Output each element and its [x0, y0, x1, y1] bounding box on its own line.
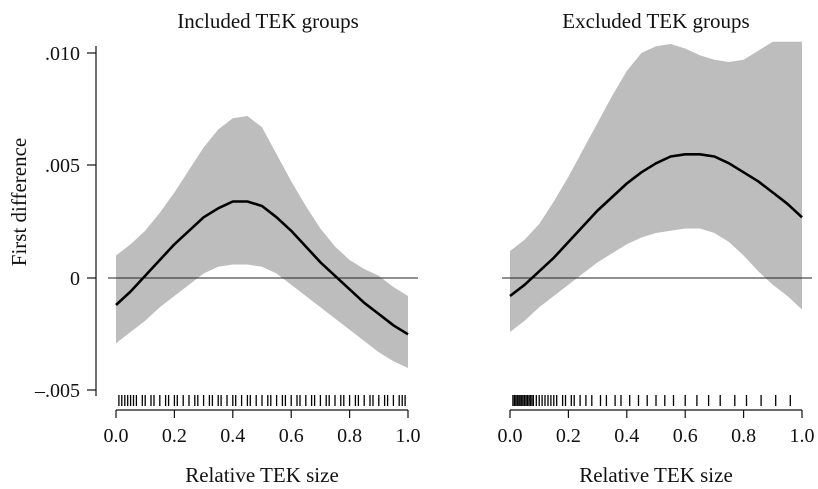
x-tick-label: 0.2	[556, 425, 581, 447]
estimate-line	[115, 200, 409, 336]
panel-included: 0.0 0.2 0.4 0.6 0.8 1.0 Relative TEK size Inclu…	[104, 9, 421, 487]
x-tick-label: 0.0	[104, 425, 129, 447]
x-tick-label: 0.8	[337, 425, 362, 447]
panel-title: Excluded TEK groups	[562, 9, 749, 33]
x-tick-label: 0.4	[220, 425, 245, 447]
confidence-band	[116, 116, 408, 368]
rug-plot	[512, 395, 791, 406]
x-axis-title: Relative TEK size	[579, 463, 733, 487]
panel-title: Included TEK groups	[177, 9, 359, 33]
x-tick-label: 0.2	[162, 425, 187, 447]
x-tick-label: 0.0	[498, 425, 523, 447]
rug-plot	[118, 395, 406, 406]
y-tick-label: .005	[45, 155, 80, 177]
x-axis-title: Relative TEK size	[185, 463, 339, 487]
y-tick-label: 0	[70, 268, 80, 290]
x-tick-label: 0.6	[673, 425, 698, 447]
x-tick-label: 1.0	[396, 425, 421, 447]
y-axis: .010 .005 0 –.005	[34, 43, 97, 402]
estimate-line	[509, 153, 803, 298]
x-tick-label: 0.8	[731, 425, 756, 447]
y-axis-title: First difference	[7, 138, 31, 266]
panel-excluded: 0.0 0.2 0.4 0.6 0.8 1.0 Relative TEK size Exclu…	[498, 9, 815, 487]
x-tick-label: 1.0	[790, 425, 815, 447]
confidence-band	[510, 41, 802, 332]
y-tick-label: .010	[45, 43, 80, 65]
x-tick-label: 0.4	[614, 425, 639, 447]
x-tick-label: 0.6	[279, 425, 304, 447]
y-tick-label: –.005	[34, 380, 80, 402]
